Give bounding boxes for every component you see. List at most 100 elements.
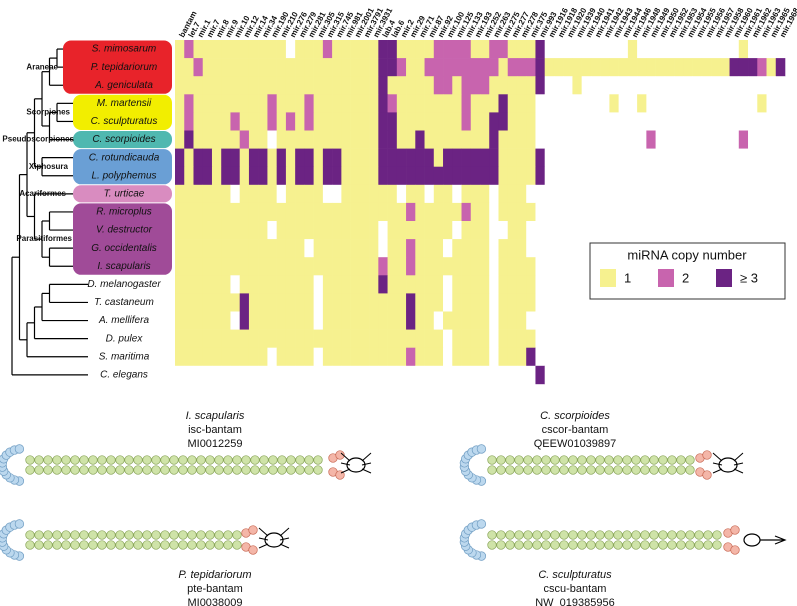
heatmap-cell (498, 221, 509, 240)
heatmap-cell (775, 94, 786, 113)
heatmap-cell (516, 202, 527, 222)
heatmap-cell (738, 130, 749, 149)
heatmap-cell (581, 76, 592, 95)
nucleotide (160, 540, 170, 550)
heatmap-cell (369, 329, 379, 348)
heatmap-cell (572, 40, 582, 59)
heatmap-cell (332, 166, 342, 186)
heatmap-cell (461, 202, 472, 222)
heatmap-cell (276, 221, 287, 240)
heatmap-cell (553, 202, 564, 222)
heatmap-cell (184, 112, 194, 131)
nucleotide (613, 540, 623, 550)
species-label: C. rotundicauda (89, 152, 160, 163)
heatmap-cell (674, 40, 684, 59)
heatmap-cell (285, 329, 296, 348)
heatmap-cell (332, 58, 342, 77)
nucleotide (496, 540, 506, 550)
heatmap-cell (359, 311, 370, 330)
heatmap-cell (553, 257, 564, 276)
structure-accession: NW_019385956 (535, 597, 615, 606)
heatmap-cell (359, 329, 370, 348)
nucleotide (160, 455, 170, 465)
nucleotide (25, 540, 35, 550)
heatmap-cell (627, 221, 638, 240)
heatmap-cell (516, 347, 527, 367)
heatmap-cell (424, 257, 435, 276)
heatmap-cell (415, 40, 425, 59)
heatmap-cell (267, 184, 277, 204)
heatmap-cell (258, 148, 268, 167)
heatmap-cell (295, 76, 305, 95)
heatmap-cell (646, 166, 656, 186)
heatmap-cell (516, 130, 527, 149)
heatmap-cell (322, 311, 333, 330)
heatmap-cell (406, 329, 416, 348)
heatmap-cell (285, 202, 296, 222)
heatmap-cell (304, 166, 314, 186)
heatmap-cell (618, 166, 629, 186)
heatmap-cell (637, 76, 647, 95)
heatmap-cell (221, 202, 231, 222)
heatmap-cell (637, 221, 647, 240)
heatmap-cell (563, 76, 573, 95)
heatmap-cell (415, 293, 425, 312)
heatmap-cell (350, 58, 361, 77)
nucleotide (106, 455, 116, 465)
heatmap-cell (285, 130, 296, 149)
heatmap-cell (720, 130, 730, 149)
nucleotide (622, 465, 632, 475)
heatmap-cell (516, 257, 527, 276)
heatmap-cell (184, 365, 194, 385)
animal-icon (712, 452, 744, 462)
heatmap-cell (295, 329, 305, 348)
heatmap-cell (581, 365, 592, 385)
nucleotide (702, 470, 712, 480)
heatmap-cell (248, 221, 259, 240)
heatmap-cell (322, 329, 333, 348)
nucleotide (685, 540, 695, 550)
heatmap-cell (748, 347, 758, 367)
heatmap-cell (359, 202, 370, 222)
heatmap-cell (396, 76, 407, 95)
heatmap-cell (396, 347, 407, 367)
heatmap-cell (526, 58, 536, 77)
heatmap-cell (295, 347, 305, 367)
heatmap-cell (766, 329, 777, 348)
heatmap-cell (498, 365, 509, 385)
heatmap-cell (757, 184, 767, 204)
heatmap-cell (748, 58, 758, 77)
heatmap-cell (609, 311, 619, 330)
nucleotide (43, 455, 53, 465)
heatmap-cell (295, 202, 305, 222)
heatmap-cell (572, 58, 582, 77)
species-label: M. martensii (97, 98, 152, 109)
heatmap-cell (369, 221, 379, 240)
heatmap-cell (202, 112, 213, 131)
heatmap-cell (322, 130, 333, 149)
heatmap-cell (359, 76, 370, 95)
heatmap-cell (553, 293, 564, 312)
heatmap-cell (757, 221, 767, 240)
heatmap-cell (646, 40, 656, 59)
heatmap-cell (378, 347, 388, 367)
heatmap-cell (701, 40, 712, 59)
heatmap-cell (609, 293, 619, 312)
heatmap-cell (350, 130, 361, 149)
heatmap-cell (775, 221, 786, 240)
heatmap-cell (683, 365, 693, 385)
heatmap-cell (452, 94, 462, 113)
heatmap-cell (350, 293, 361, 312)
heatmap-cell (738, 40, 749, 59)
heatmap-cell (239, 221, 250, 240)
heatmap-cell (239, 365, 250, 385)
heatmap-cell (230, 347, 240, 367)
heatmap-cell (516, 76, 527, 95)
heatmap-cell (553, 148, 564, 167)
heatmap-cell (470, 329, 481, 348)
heatmap-cell (581, 184, 592, 204)
group-label: Xiphosura (29, 162, 69, 171)
heatmap-cell (239, 184, 250, 204)
heatmap-cell (637, 347, 647, 367)
heatmap-cell (285, 239, 296, 258)
